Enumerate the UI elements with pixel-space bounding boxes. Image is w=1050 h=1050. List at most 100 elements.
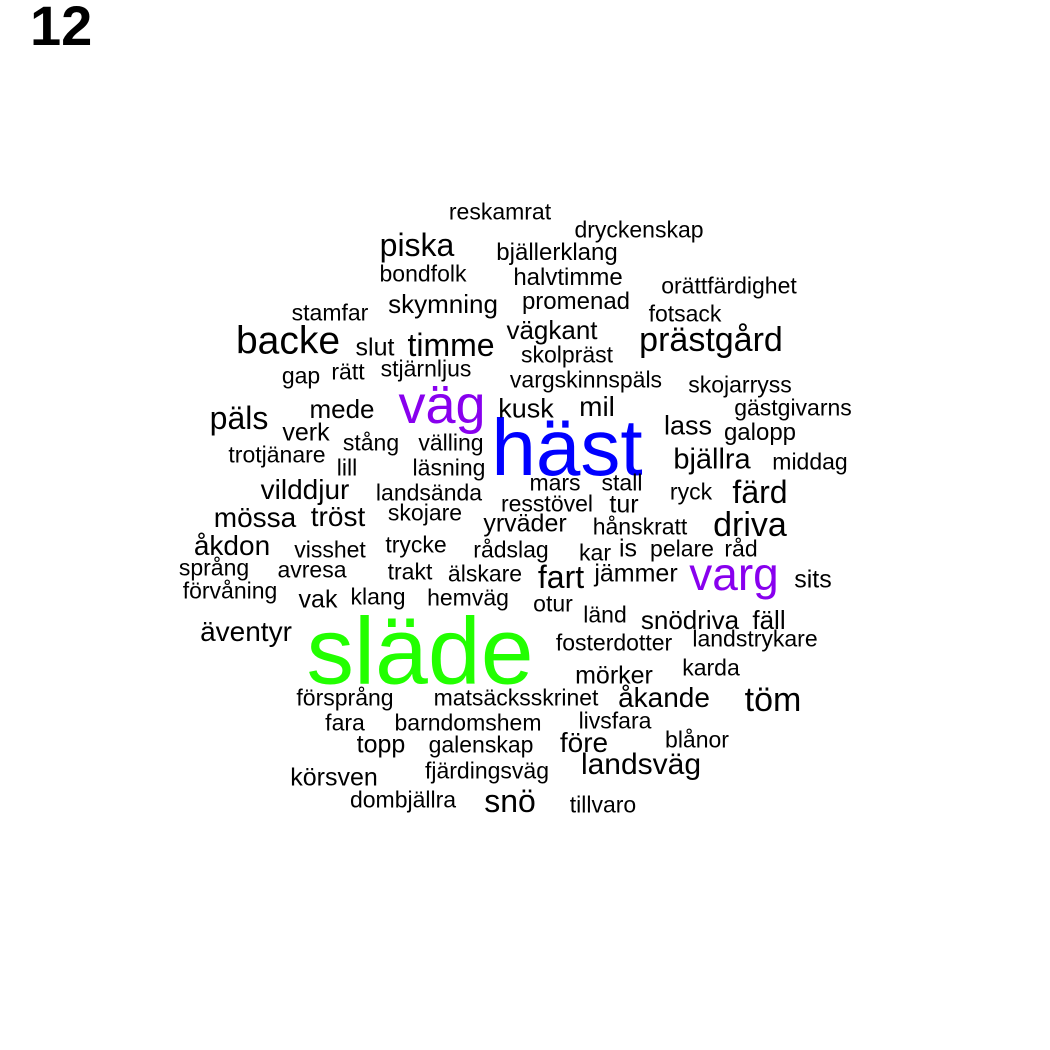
word-vak: vak [298,585,338,614]
word-aventyr: äventyr [200,616,292,647]
word-sno: snö [484,783,536,819]
word-fall: fäll [752,605,786,635]
word-galenskap: galenskap [428,731,534,758]
word-karda: karda [682,654,740,681]
word-otur: otur [533,590,573,617]
word-skymning: skymning [388,289,498,319]
word-jammer: jämmer [594,559,678,588]
panel-number: 12 [30,0,93,57]
word-gastgivarns: gästgivarns [734,394,852,421]
word-dombjallra: dombjällra [349,786,457,813]
word-snodriva: snödriva [640,605,740,635]
word-tur: tur [609,490,639,519]
word-kar: kar [579,539,611,566]
word-klang: klang [350,583,406,610]
word-blanor: blånor [665,726,729,753]
word-fart: fart [537,559,585,595]
word-reskamrat: reskamrat [448,198,552,225]
word-bondfolk: bondfolk [379,260,467,287]
word-prastgard: prästgård [639,321,783,359]
word-fara: fara [325,709,365,736]
word-akande: åkande [618,682,710,713]
word-yrvader: yrväder [483,509,567,538]
word-radslag: rådslag [473,536,549,563]
word-rad: råd [724,535,758,562]
word-valling: välling [418,429,484,456]
word-skojarryss: skojarryss [688,371,792,398]
word-fosterdotter: fosterdotter [555,629,673,656]
word-halvtimme: halvtimme [513,264,623,291]
word-driva: driva [713,506,787,544]
word-trotjanare: trotjänare [228,441,326,468]
word-varg: varg [689,548,779,600]
word-is: is [618,534,638,563]
word-pelare: pelare [650,535,714,562]
word-dryckenskap: dryckenskap [574,216,704,243]
word-tom: töm [744,681,802,719]
word-stall: stall [601,469,643,496]
word-orattfardighet: orättfärdighet [661,272,797,299]
word-fotsack: fotsack [648,300,722,327]
word-lill: lill [336,454,358,481]
word-galopp: galopp [723,419,797,446]
word-avresa: avresa [277,556,347,583]
word-slut: slut [355,333,395,362]
word-bjallra: bjällra [673,443,751,476]
word-ratt: rätt [331,358,365,385]
word-trost: tröst [310,501,366,532]
word-fard: färd [732,474,788,510]
word-hast: häst [491,403,643,492]
word-backe: backe [235,319,341,363]
word-landsvag: landsväg [580,748,702,781]
word-landsanda: landsända [375,479,483,506]
word-skojare: skojare [387,499,463,526]
word-korsven: körsven [290,763,378,792]
word-visshet: visshet [294,536,366,563]
word-tillvaro: tillvaro [569,791,637,818]
word-forvaning: förvåning [182,577,278,604]
word-bjallerklang: bjällerklang [496,239,618,266]
word-topp: topp [356,730,406,759]
word-forsprang: försprång [296,684,394,711]
word-land: länd [583,601,627,628]
word-skolprast: skolpräst [520,341,614,368]
word-vargskinnspals: vargskinnspäls [509,366,663,393]
word-fjardingsvag: fjärdingsväg [424,757,550,784]
word-livsfara: livsfara [578,707,652,734]
word-vagkant: vägkant [506,315,598,345]
word-gap: gap [281,362,321,389]
word-matsacksskrinet: matsäcksskrinet [433,684,599,711]
word-mede: mede [309,394,375,424]
word-trycke: trycke [385,531,447,558]
word-lasning: läsning [412,454,486,481]
word-slade: släde [306,598,534,705]
word-sprang: språng [178,554,250,581]
word-kusk: kusk [498,393,554,424]
word-mil: mil [579,391,615,422]
word-mars: mars [529,469,581,496]
word-trakt: trakt [387,558,433,585]
word-pals: päls [209,400,269,436]
word-stamfar: stamfar [291,299,369,326]
word-vag: väg [398,375,486,435]
word-timme: timme [407,327,495,363]
word-ryck: ryck [669,478,713,505]
word-piska: piska [379,227,455,263]
word-promenad: promenad [521,288,631,315]
word-morker: mörker [575,661,653,690]
word-stjarnljus: stjärnljus [380,355,472,382]
word-mossa: mössa [213,502,297,533]
word-fore: före [559,727,609,758]
word-sits: sits [794,565,832,594]
word-vilddjur: vilddjur [260,474,350,505]
word-resstovel: resstövel [500,490,594,517]
word-verk: verk [282,418,330,447]
word-hanskratt: hånskratt [592,513,688,540]
word-stang: stång [342,429,400,456]
word-middag: middag [772,448,848,475]
word-barndomshem: barndomshem [394,709,542,736]
word-landstrykare: landstrykare [692,625,818,652]
word-lass: lass [663,410,713,441]
word-hemvag: hemväg [427,584,509,611]
